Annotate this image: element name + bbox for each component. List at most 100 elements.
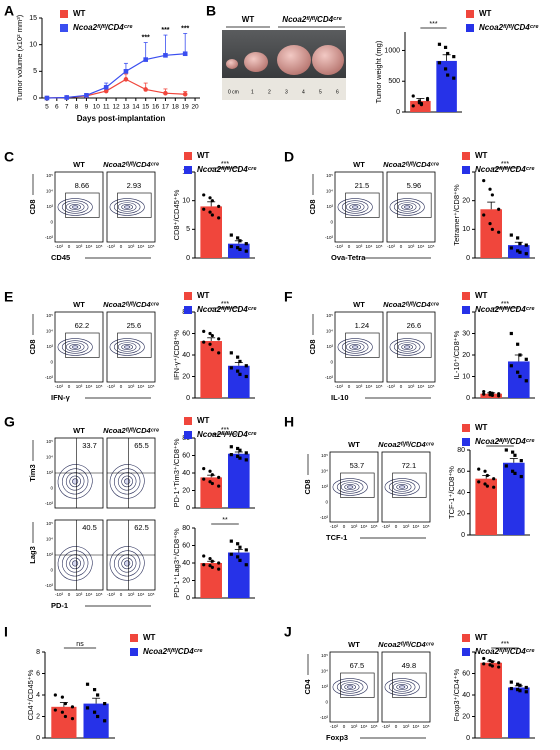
flow-plot: 5.96 bbox=[386, 171, 436, 243]
x-tick-label: 14 bbox=[132, 104, 140, 111]
data-point bbox=[497, 394, 501, 398]
density-contour bbox=[57, 338, 93, 356]
plot-title: Ncoa2ᶠˡ/ᶠˡ/CD4ᶜʳᵉ bbox=[383, 160, 439, 169]
density-contour bbox=[344, 684, 356, 690]
plot-title: Ncoa2ᶠˡ/ᶠˡ/CD4ᶜʳᵉ bbox=[378, 640, 434, 649]
flow-tick-label: 0 bbox=[348, 244, 351, 249]
data-point bbox=[202, 477, 206, 481]
legend-label: WT bbox=[197, 291, 210, 300]
data-point bbox=[96, 714, 100, 719]
gate bbox=[340, 472, 375, 498]
flow-tick-label: 10³ bbox=[403, 724, 410, 729]
density-contour bbox=[349, 344, 361, 350]
flow-tick-label: 10⁴ bbox=[361, 524, 368, 529]
panel-label: G bbox=[4, 414, 15, 430]
legend-swatch bbox=[462, 634, 470, 642]
density-contour bbox=[65, 342, 85, 352]
density-contour bbox=[113, 340, 141, 354]
flow-tick-label: -10³ bbox=[55, 244, 64, 249]
data-point bbox=[210, 559, 214, 563]
y-tick-label: 40 bbox=[182, 470, 190, 477]
data-point bbox=[419, 101, 424, 105]
flow-plot: 33.7 bbox=[54, 437, 104, 509]
data-point bbox=[516, 236, 520, 240]
data-point bbox=[229, 445, 233, 449]
density-contour bbox=[345, 202, 365, 212]
data-point bbox=[53, 693, 57, 697]
y-tick-label: 80 bbox=[457, 447, 465, 454]
density-contour bbox=[392, 482, 412, 492]
y-tick-label: 1000 bbox=[384, 47, 400, 54]
legend-label: WT bbox=[479, 9, 492, 18]
data-point bbox=[208, 331, 212, 336]
data-point bbox=[244, 249, 248, 253]
flow-tick-label: 10³ bbox=[128, 244, 135, 249]
density-contour bbox=[121, 475, 133, 488]
ruler-label: 5 bbox=[319, 89, 322, 95]
data-point bbox=[411, 94, 415, 98]
data-point bbox=[208, 342, 212, 346]
significance: *** bbox=[181, 25, 189, 32]
gate-value: 21.5 bbox=[355, 181, 370, 190]
flow-tick-label: 10⁵ bbox=[326, 173, 333, 178]
legend-label: Ncoa2ᶠˡ/ᶠˡ/CD4ᶜʳᵉ bbox=[73, 23, 133, 32]
x-tick-label: 9 bbox=[85, 104, 89, 111]
y-tick-label: 20 bbox=[462, 352, 470, 359]
flow-tick-label: 10⁴ bbox=[86, 592, 93, 597]
bar bbox=[508, 687, 530, 738]
bar bbox=[480, 209, 502, 258]
flow-tick-label: 0 bbox=[120, 592, 123, 597]
flow-tick-label: 10³ bbox=[46, 204, 53, 209]
significance: ** bbox=[222, 517, 228, 524]
marker bbox=[123, 69, 129, 74]
significance: ** bbox=[497, 439, 503, 446]
data-point bbox=[238, 448, 242, 452]
density-contour bbox=[344, 484, 356, 490]
y-axis-label: PD-1⁺Lag3⁺/CD8⁺% bbox=[172, 528, 181, 598]
flow-tick-label: 0 bbox=[343, 724, 346, 729]
data-point bbox=[238, 558, 242, 562]
data-point bbox=[244, 563, 248, 567]
flow-tick-label: 0 bbox=[348, 384, 351, 389]
data-point bbox=[217, 561, 221, 565]
panel-label: A bbox=[4, 3, 14, 19]
y-tick-label: 2 bbox=[36, 713, 40, 720]
data-point bbox=[217, 475, 221, 479]
legend-swatch bbox=[466, 10, 474, 18]
legend-label: WT bbox=[143, 633, 156, 642]
data-point bbox=[490, 227, 494, 231]
flow-tick-label: 10⁴ bbox=[46, 329, 53, 334]
density-contour bbox=[69, 475, 81, 488]
flow-tick-label: -10³ bbox=[382, 724, 391, 729]
gate bbox=[340, 672, 375, 698]
density-contour bbox=[65, 202, 85, 212]
legend-swatch bbox=[184, 431, 192, 439]
data-point bbox=[92, 710, 97, 714]
flow-tick-label: 10⁵ bbox=[46, 521, 53, 526]
data-point bbox=[482, 179, 486, 183]
density-contour bbox=[401, 344, 413, 350]
data-point bbox=[202, 340, 206, 344]
gate bbox=[65, 332, 100, 358]
gate bbox=[392, 472, 427, 498]
gate-value: 49.8 bbox=[402, 661, 417, 670]
density-contour bbox=[396, 684, 408, 690]
data-point bbox=[208, 196, 212, 200]
flow-tick-label: 10³ bbox=[76, 592, 83, 597]
data-point bbox=[217, 567, 221, 571]
flow-tick-label: 10⁵ bbox=[46, 439, 53, 444]
legend-swatch bbox=[60, 24, 68, 32]
data-point bbox=[202, 467, 206, 471]
density-contour bbox=[337, 198, 373, 216]
y-tick-label: 0 bbox=[186, 395, 190, 402]
data-point bbox=[446, 51, 450, 56]
marker bbox=[143, 57, 148, 62]
flow-tick-label: 0 bbox=[325, 700, 328, 705]
flow-plot: 62.5 bbox=[106, 519, 156, 591]
y-tick-label: 40 bbox=[182, 352, 190, 359]
bar bbox=[480, 662, 502, 738]
flow-tick-label: 10⁵ bbox=[96, 384, 103, 389]
flow-plot: 49.8 bbox=[381, 651, 431, 723]
density-contour bbox=[69, 557, 81, 570]
density-contour bbox=[388, 480, 416, 494]
